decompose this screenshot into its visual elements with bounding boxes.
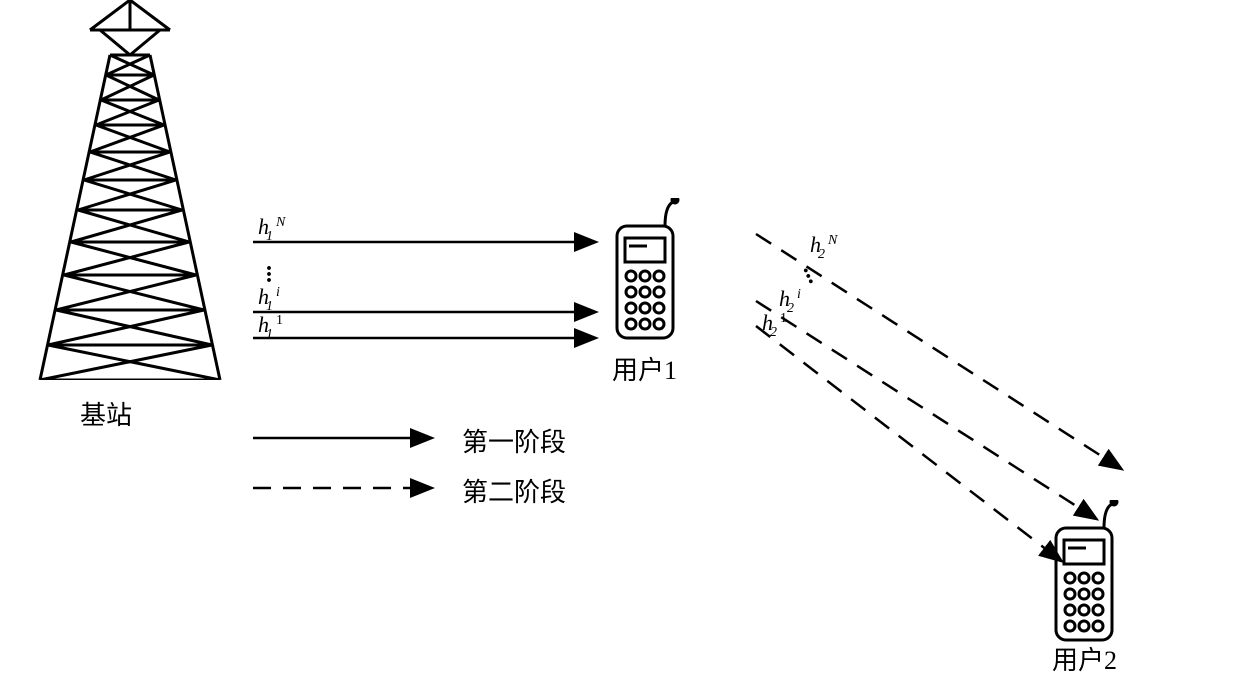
channel-h1n-label: h1N	[258, 214, 285, 240]
user1-phone-icon	[613, 198, 685, 353]
channel-h2i-label: h2i	[779, 286, 801, 312]
user2-label: 用户2	[1052, 640, 1117, 677]
user2-phone-icon	[1052, 500, 1124, 655]
channel-h21-label: h21	[762, 310, 787, 336]
channel-h2n-label: h2N	[810, 232, 837, 258]
phase1-dots: ...	[266, 260, 272, 278]
base-station-label: 基站	[80, 395, 132, 432]
base-station-tower	[30, 0, 230, 385]
network-diagram: 基站 h1N ... h1i h11	[0, 0, 1239, 667]
legend-phase2-label: 第二阶段	[462, 472, 566, 509]
channel-h1i-label: h1i	[258, 284, 280, 310]
user1-label: 用户1	[612, 350, 677, 387]
phase2-dots: ...	[799, 262, 812, 281]
channel-h11-label: h11	[258, 312, 283, 338]
legend-phase1-label: 第一阶段	[462, 422, 566, 459]
